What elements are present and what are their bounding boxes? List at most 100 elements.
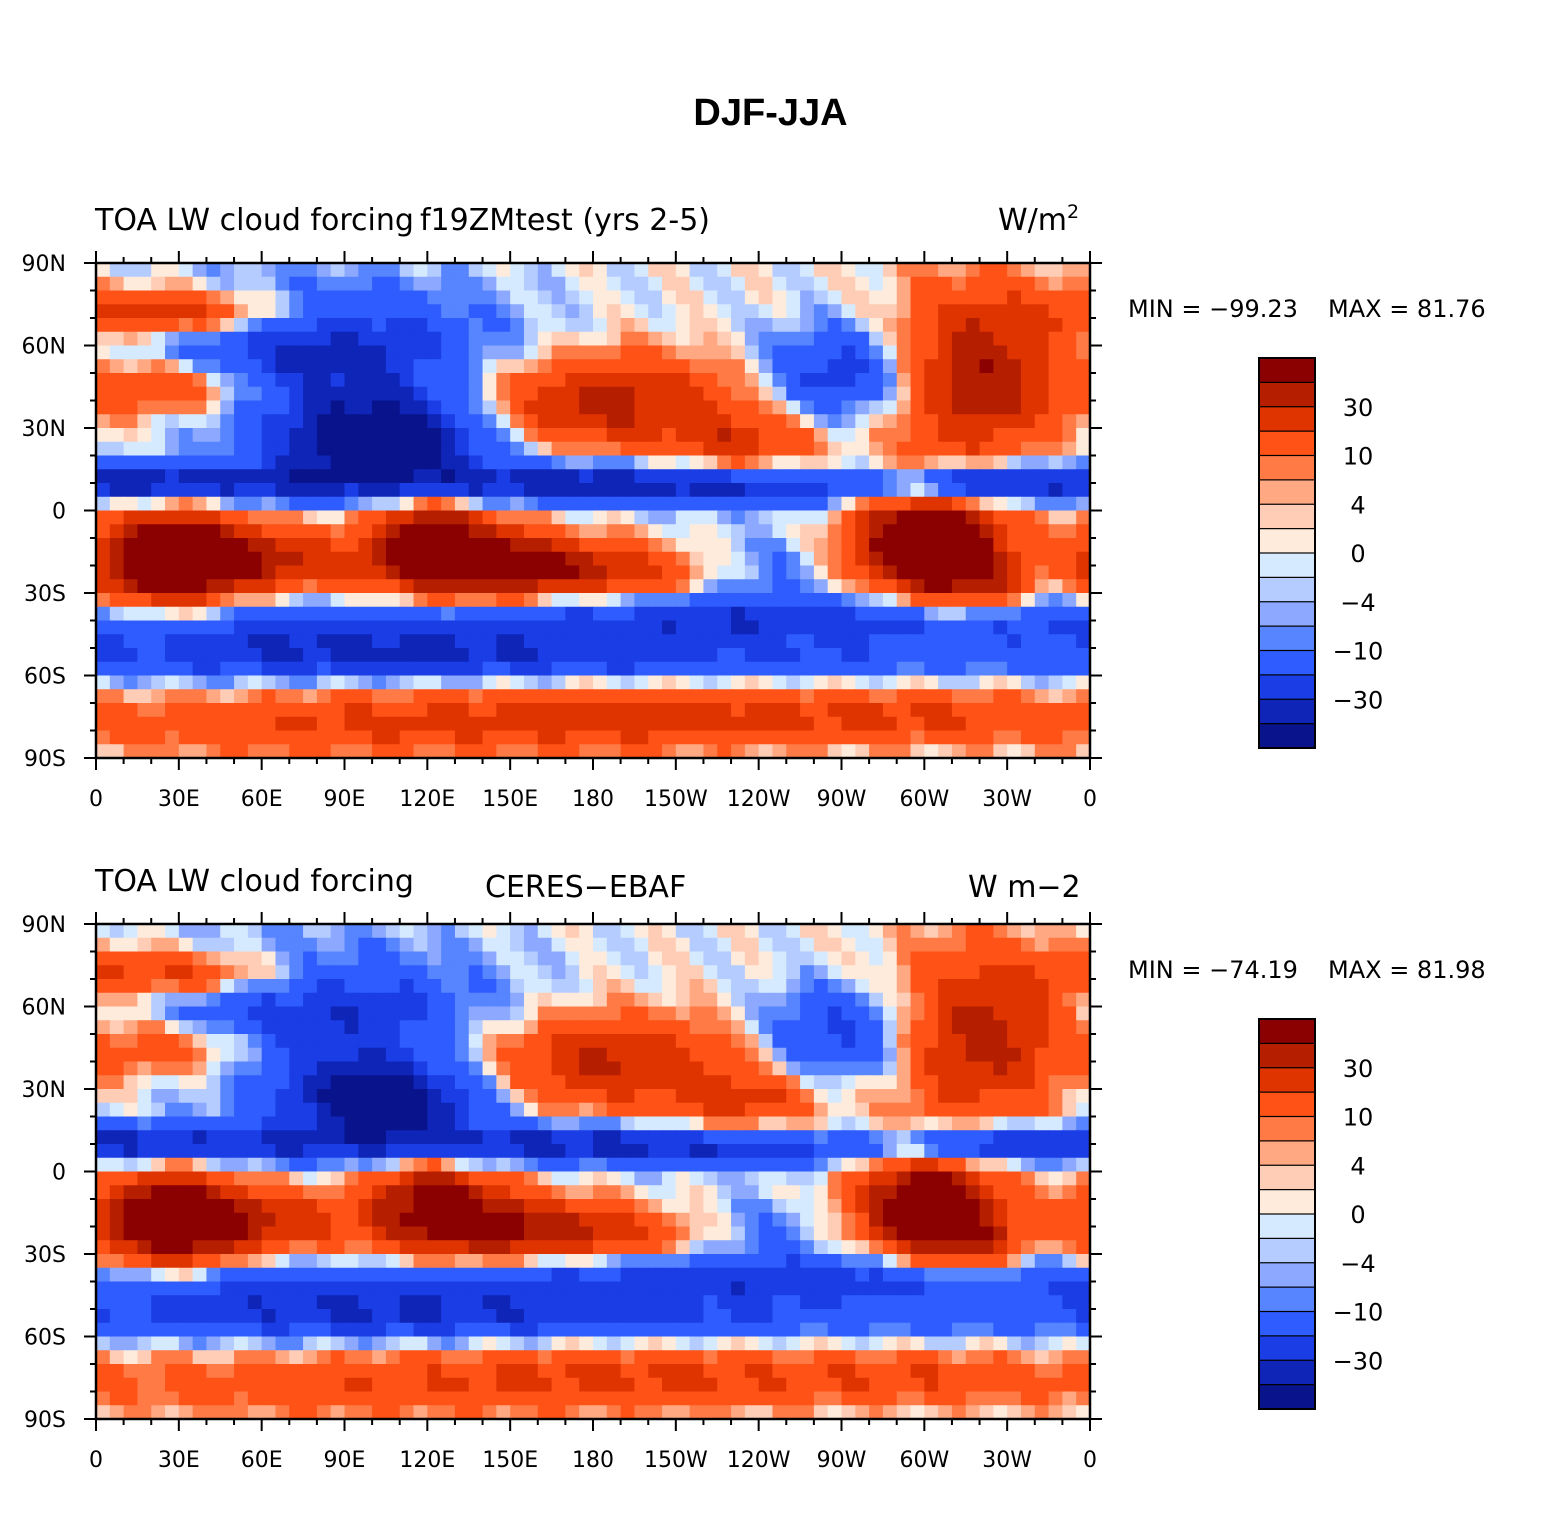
map-cell [620, 1006, 636, 1021]
map-cell [689, 1226, 705, 1241]
map-cell [496, 1061, 511, 1076]
map-cell [137, 1185, 152, 1200]
map-cell [965, 1171, 981, 1186]
map-cell [979, 689, 994, 704]
map-cell [662, 1295, 677, 1310]
map-cell [606, 1157, 622, 1173]
map-cell [399, 1075, 415, 1090]
map-cell [358, 1226, 373, 1241]
map-cell [703, 1144, 718, 1159]
map-cell [1048, 1309, 1063, 1324]
map-cell [344, 1157, 359, 1173]
map-cell [593, 331, 608, 347]
map-cell [786, 1254, 801, 1269]
map-cell [344, 924, 359, 939]
map-cell [634, 689, 649, 704]
map-cell [606, 661, 622, 677]
map-cell [551, 979, 566, 994]
map-cell [993, 965, 1008, 980]
map-cell [689, 565, 705, 580]
map-cell [593, 1185, 608, 1200]
map-cell [979, 1309, 994, 1324]
map-cell [441, 1322, 456, 1338]
map-cell [178, 992, 194, 1008]
map-cell [316, 1267, 332, 1283]
map-cell [772, 1281, 787, 1296]
map-cell [1020, 1212, 1036, 1228]
map-cell [1062, 593, 1077, 608]
map-cell [234, 276, 249, 292]
map-cell [385, 1171, 401, 1186]
map-cell [496, 951, 511, 966]
map-cell [441, 455, 456, 470]
map-cell [1020, 345, 1036, 360]
map-cell [565, 951, 580, 966]
map-cell [537, 331, 553, 347]
map-cell [855, 606, 870, 622]
map-cell [247, 1006, 263, 1021]
map-cell [192, 469, 208, 484]
map-cell [634, 1254, 649, 1269]
map-cell [220, 469, 235, 484]
map-cell [316, 951, 332, 966]
map-cell [1007, 455, 1022, 470]
map-cell [1020, 483, 1036, 498]
map-cell [1062, 1309, 1077, 1324]
map-cell [537, 551, 553, 567]
map-cell [744, 1089, 760, 1104]
map-cell [869, 1020, 884, 1035]
map-cell [717, 276, 732, 292]
map-cell [1034, 565, 1050, 580]
map-cell [1076, 606, 1091, 622]
map-cell [924, 551, 939, 567]
map-cell [565, 992, 580, 1008]
map-cell [993, 620, 1008, 635]
map-cell [772, 634, 787, 649]
map-cell [1076, 1281, 1091, 1296]
map-cell [800, 965, 815, 980]
map-cell [648, 1199, 663, 1214]
map-cell [330, 1267, 346, 1283]
map-cell [441, 1336, 456, 1351]
map-cell [993, 1116, 1008, 1131]
map-cell [869, 1089, 884, 1104]
map-cell [165, 1295, 180, 1310]
map-cell [441, 1006, 456, 1021]
map-cell [441, 538, 456, 553]
map-cell [123, 1047, 139, 1063]
map-cell [924, 414, 939, 429]
map-cell [924, 703, 939, 718]
map-cell [813, 744, 829, 759]
map-cell [303, 455, 318, 470]
map-cell [813, 373, 829, 388]
map-cell [662, 979, 677, 994]
map-cell [731, 992, 746, 1008]
map-cell [441, 400, 456, 415]
map-cell [399, 689, 415, 704]
map-cell [565, 1336, 580, 1351]
map-cell [261, 510, 277, 525]
map-cell [413, 1061, 428, 1076]
map-cell [372, 1006, 387, 1021]
map-cell [96, 428, 111, 443]
map-cell [496, 593, 511, 608]
map-cell [289, 565, 304, 580]
map-cell [786, 992, 801, 1008]
map-cell [758, 386, 774, 402]
map-cell [565, 1061, 580, 1076]
map-cell [703, 1020, 718, 1035]
map-cell [510, 620, 525, 635]
map-cell [717, 1309, 732, 1324]
map-cell [137, 290, 152, 305]
map-cell [427, 965, 442, 980]
map-cell [1020, 263, 1036, 278]
map-cell [206, 263, 221, 278]
map-cell [468, 414, 484, 429]
map-cell [924, 1075, 939, 1090]
map-cell [813, 538, 829, 553]
map-cell [316, 565, 332, 580]
colorbar-swatch [1258, 406, 1316, 433]
map-cell [427, 441, 442, 457]
map-cell [648, 386, 663, 402]
map-cell [565, 373, 580, 388]
